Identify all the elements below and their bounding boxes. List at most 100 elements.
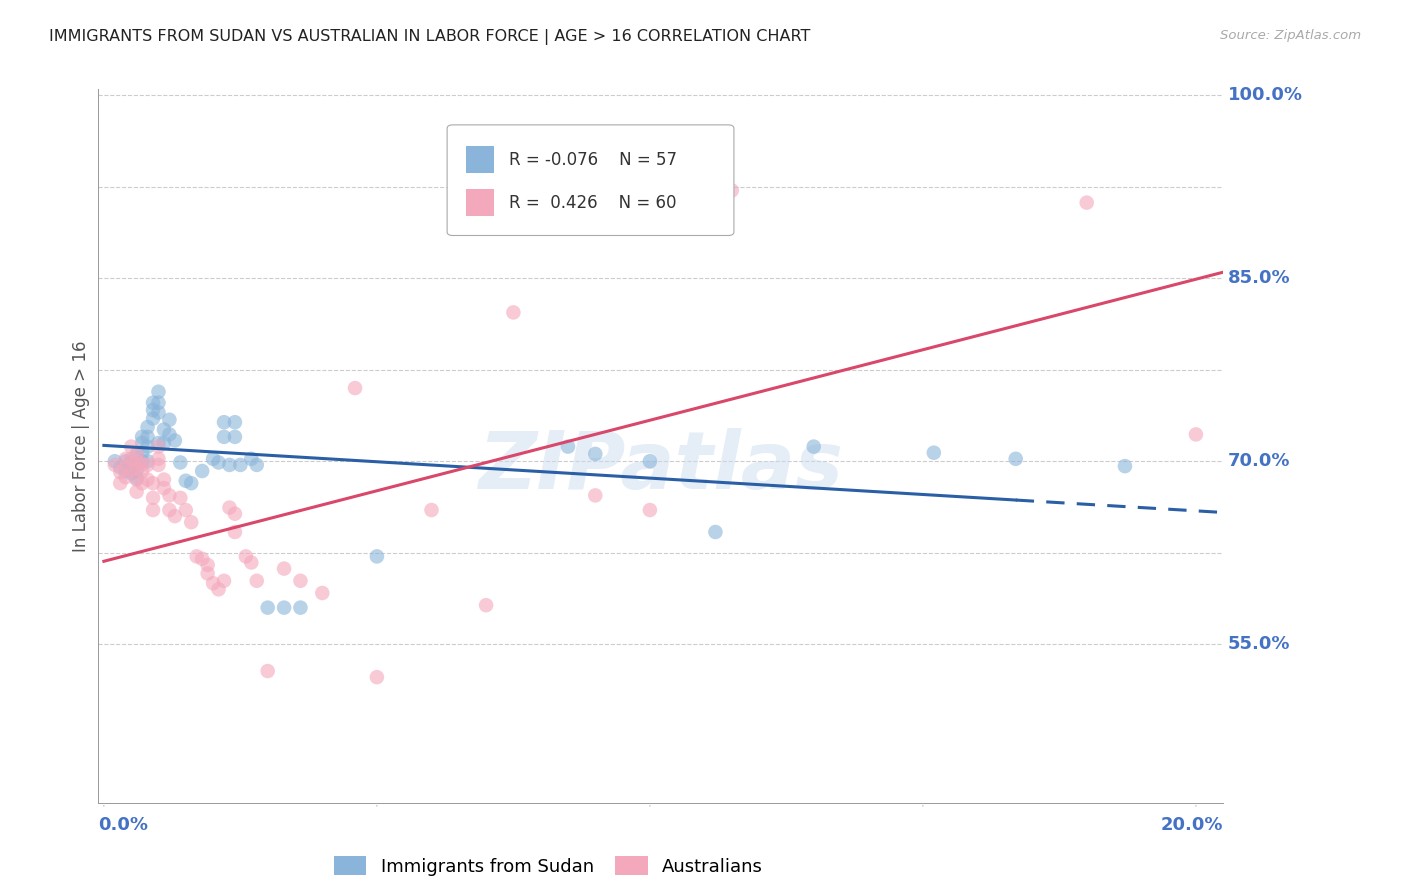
Text: R =  0.426    N = 60: R = 0.426 N = 60 bbox=[509, 194, 676, 211]
Point bbox=[180, 476, 202, 491]
Point bbox=[131, 446, 153, 460]
Text: 20.0%: 20.0% bbox=[1161, 816, 1223, 834]
Point bbox=[136, 430, 159, 444]
Point bbox=[125, 473, 148, 487]
Point bbox=[180, 515, 202, 529]
Point bbox=[803, 440, 825, 454]
Point bbox=[125, 464, 148, 478]
Point bbox=[240, 451, 263, 466]
Point bbox=[922, 446, 945, 460]
Point bbox=[256, 600, 278, 615]
Point bbox=[120, 467, 142, 481]
Point bbox=[1076, 195, 1098, 210]
Point bbox=[290, 600, 312, 615]
Point bbox=[224, 507, 246, 521]
Point bbox=[142, 476, 165, 491]
Point bbox=[136, 473, 159, 487]
Text: 85.0%: 85.0% bbox=[1227, 269, 1291, 287]
Point bbox=[142, 411, 165, 425]
Point bbox=[256, 664, 278, 678]
Point bbox=[136, 420, 159, 434]
Point bbox=[218, 500, 240, 515]
Point bbox=[142, 403, 165, 417]
Point bbox=[202, 451, 225, 466]
Point bbox=[169, 455, 191, 469]
Text: Source: ZipAtlas.com: Source: ZipAtlas.com bbox=[1220, 29, 1361, 42]
Point bbox=[1004, 451, 1026, 466]
Point bbox=[1114, 459, 1136, 474]
Point bbox=[224, 415, 246, 429]
Point bbox=[157, 488, 180, 502]
Point bbox=[148, 451, 170, 466]
Text: 70.0%: 70.0% bbox=[1227, 452, 1289, 470]
Point bbox=[720, 184, 742, 198]
Text: R = -0.076    N = 57: R = -0.076 N = 57 bbox=[509, 151, 676, 169]
Point bbox=[142, 503, 165, 517]
Point bbox=[366, 549, 388, 564]
Point bbox=[212, 574, 235, 588]
Point bbox=[142, 395, 165, 409]
Text: ZIPatlas: ZIPatlas bbox=[478, 428, 844, 507]
Point bbox=[157, 503, 180, 517]
Point bbox=[583, 447, 606, 461]
Point bbox=[131, 454, 153, 468]
Point bbox=[148, 458, 170, 472]
Point bbox=[583, 488, 606, 502]
Point bbox=[125, 471, 148, 485]
Point bbox=[114, 454, 136, 468]
Point bbox=[344, 381, 367, 395]
Point bbox=[114, 470, 136, 484]
Point bbox=[420, 503, 443, 517]
Point bbox=[125, 447, 148, 461]
Point bbox=[169, 491, 191, 505]
Point bbox=[131, 464, 153, 478]
Point bbox=[110, 465, 132, 479]
Point bbox=[120, 464, 142, 478]
Text: IMMIGRANTS FROM SUDAN VS AUSTRALIAN IN LABOR FORCE | AGE > 16 CORRELATION CHART: IMMIGRANTS FROM SUDAN VS AUSTRALIAN IN L… bbox=[49, 29, 811, 45]
Point bbox=[366, 670, 388, 684]
Point bbox=[273, 600, 295, 615]
Point bbox=[120, 454, 142, 468]
Point bbox=[125, 484, 148, 499]
Point bbox=[148, 436, 170, 450]
Point bbox=[120, 457, 142, 471]
Point bbox=[153, 436, 176, 450]
Bar bbox=[467, 146, 495, 173]
Point bbox=[148, 440, 170, 454]
Point bbox=[240, 556, 263, 570]
Point bbox=[197, 566, 219, 581]
Text: 100.0%: 100.0% bbox=[1227, 87, 1302, 104]
Point bbox=[290, 574, 312, 588]
Point bbox=[148, 405, 170, 419]
Point bbox=[197, 558, 219, 572]
Point bbox=[212, 415, 235, 429]
Point bbox=[191, 551, 214, 566]
Point bbox=[638, 454, 661, 468]
FancyBboxPatch shape bbox=[447, 125, 734, 235]
Point bbox=[136, 458, 159, 472]
Point bbox=[114, 464, 136, 478]
Point bbox=[475, 598, 498, 612]
Legend: Immigrants from Sudan, Australians: Immigrants from Sudan, Australians bbox=[333, 856, 763, 876]
Point bbox=[229, 458, 252, 472]
Point bbox=[246, 574, 269, 588]
Point bbox=[114, 451, 136, 466]
Point bbox=[235, 549, 257, 564]
Point bbox=[311, 586, 333, 600]
Point bbox=[163, 509, 186, 524]
Bar bbox=[467, 189, 495, 216]
Point bbox=[136, 440, 159, 454]
Point bbox=[1185, 427, 1208, 442]
Point bbox=[186, 549, 208, 564]
Y-axis label: In Labor Force | Age > 16: In Labor Force | Age > 16 bbox=[72, 340, 90, 552]
Point bbox=[502, 305, 524, 319]
Point bbox=[224, 430, 246, 444]
Point bbox=[131, 436, 153, 450]
Text: 0.0%: 0.0% bbox=[98, 816, 149, 834]
Point bbox=[148, 384, 170, 399]
Point bbox=[131, 457, 153, 471]
Point bbox=[110, 460, 132, 475]
Point bbox=[131, 476, 153, 491]
Point bbox=[704, 524, 727, 539]
Point bbox=[212, 430, 235, 444]
